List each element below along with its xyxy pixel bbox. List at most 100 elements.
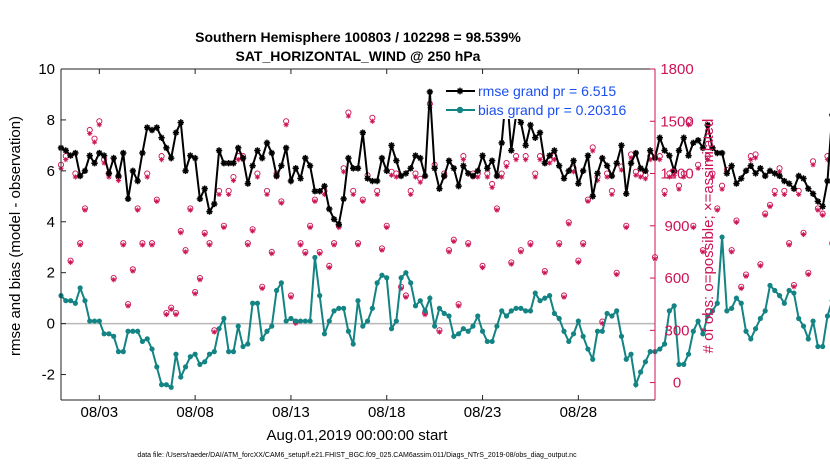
bias-point — [642, 359, 649, 365]
rmse-point — [484, 165, 491, 172]
bias-point — [594, 328, 601, 334]
rmse-point — [436, 185, 443, 192]
rmse-point — [316, 188, 323, 195]
obs-assimilated-marker — [642, 176, 649, 182]
rmse-point — [254, 147, 261, 154]
obs-assimilated-marker — [776, 169, 783, 175]
obs-assimilated-marker — [125, 303, 131, 309]
bias-point — [139, 338, 146, 345]
rmse-point — [263, 139, 271, 147]
bias-point — [278, 280, 284, 286]
obs-assimilated-marker — [762, 212, 768, 218]
rmse-point — [637, 165, 644, 172]
rmse-point — [393, 157, 400, 164]
obs-assimilated-marker — [743, 273, 749, 279]
obs-assimilated-marker — [623, 224, 629, 231]
bias-point — [508, 308, 514, 314]
rmse-point — [91, 160, 98, 167]
bias-point — [523, 308, 529, 314]
rmse-point — [661, 147, 668, 154]
rmse-point — [431, 165, 438, 172]
obs-assimilated-marker — [245, 242, 251, 248]
obs-assimilated-marker — [326, 265, 332, 271]
rmse-point — [249, 162, 256, 169]
rmse-point — [450, 165, 458, 172]
obs-assimilated-marker — [566, 221, 572, 227]
rmse-point — [335, 221, 343, 228]
bias-point — [283, 318, 289, 324]
obs-assimilated-marker — [499, 174, 505, 180]
bias-point — [820, 343, 826, 350]
obs-assimilated-marker — [532, 174, 538, 180]
bias-point — [772, 287, 778, 294]
obs-assimilated-marker — [561, 294, 567, 300]
rmse-point — [230, 160, 237, 167]
rmse-point — [345, 154, 352, 162]
bias-point — [192, 351, 198, 357]
rmse-point — [201, 185, 208, 192]
bias-point — [532, 290, 538, 296]
bias-point — [216, 326, 222, 332]
bias-point — [757, 315, 763, 322]
bias-point — [542, 295, 548, 301]
bias-point — [245, 341, 251, 347]
obs-assimilated-marker — [120, 242, 126, 248]
obs-assimilated-marker — [211, 329, 217, 335]
x-tick-label: 08/13 — [272, 404, 310, 421]
rmse-point — [488, 157, 496, 164]
legend-box — [441, 75, 647, 119]
bias-point — [326, 318, 332, 324]
y-left-tick-label: 6 — [47, 163, 55, 180]
bias-point — [551, 310, 558, 317]
bias-point — [398, 275, 404, 281]
obs-assimilated-marker — [518, 249, 524, 255]
bias-point — [503, 313, 510, 319]
bias-point — [475, 313, 481, 319]
rmse-point — [292, 165, 299, 172]
obs-assimilated-marker — [455, 303, 462, 309]
obs-assimilated-marker — [288, 294, 294, 300]
rmse-point — [680, 134, 687, 141]
bias-point — [796, 315, 802, 322]
obs-assimilated-marker — [63, 156, 69, 163]
obs-assimilated-marker — [757, 263, 763, 269]
rmse-point — [287, 177, 295, 185]
obs-assimilated-marker — [168, 306, 174, 313]
bias-point — [733, 295, 740, 301]
obs-assimilated-marker — [230, 177, 237, 184]
obs-assimilated-marker — [570, 169, 577, 175]
plot-background — [61, 69, 655, 400]
rmse-point — [369, 177, 376, 185]
bias-point — [494, 323, 500, 329]
rmse-point — [167, 154, 175, 162]
obs-assimilated-marker — [312, 198, 318, 204]
rmse-point — [225, 160, 232, 167]
bias-point — [115, 349, 122, 355]
obs-assimilated-marker — [661, 191, 668, 198]
obs-assimilated-marker — [206, 242, 213, 248]
rmse-series-group — [57, 86, 830, 228]
plot-frame-group — [60, 68, 656, 401]
rmse-point — [733, 180, 740, 187]
rmse-point — [407, 165, 414, 172]
rmse-point — [215, 147, 223, 154]
rmse-point — [235, 144, 242, 152]
obs-assimilated-marker — [805, 271, 811, 278]
obs-assimilated-marker — [594, 177, 601, 184]
rmse-point — [536, 129, 544, 136]
bias-series-group — [58, 234, 830, 390]
rmse-point — [311, 188, 319, 195]
bias-point — [125, 328, 131, 334]
bias-point — [537, 298, 543, 304]
obs-assimilated-marker — [503, 163, 510, 170]
bias-point — [810, 318, 816, 324]
rmse-point — [397, 172, 405, 180]
rmse-point — [139, 149, 146, 157]
obs-assimilated-marker — [705, 156, 711, 163]
obs-assimilated-marker — [350, 191, 356, 198]
obs-assimilated-marker — [187, 207, 193, 213]
axis-ticks-group: -2 0 2 4 6 8 10 0 300 600 900 1200 1500 1800 08/03 08/0… — [38, 61, 693, 421]
bias-point — [230, 349, 237, 355]
obs-assimilated-marker — [810, 162, 816, 168]
